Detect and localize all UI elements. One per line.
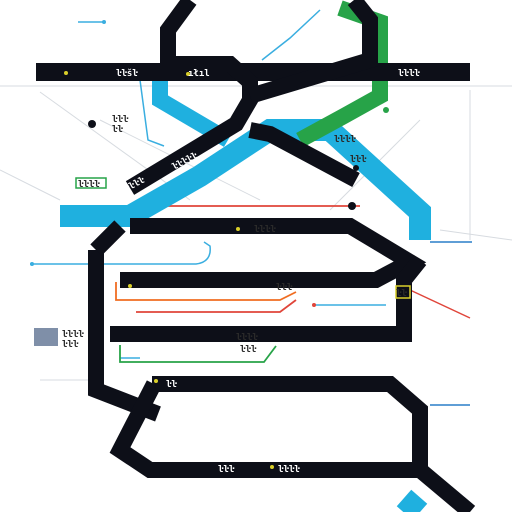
red-line xyxy=(136,299,297,313)
black-line-diag xyxy=(248,122,360,188)
orange-line xyxy=(115,282,297,301)
label-bottom-1: ŀŀŀ xyxy=(218,465,235,475)
stations xyxy=(30,20,389,469)
label-row-orange: ŀŀŀ xyxy=(276,283,293,293)
station-dot xyxy=(88,120,96,128)
label-lower-left: ŀŀ xyxy=(166,380,177,390)
thin-line-branch xyxy=(139,79,165,147)
map-labels: ŀŀšŀ ıłıl ŀŀŀŀ ŀŀŀŀŀ ŀŀŀŀ ŀŀŀ ŀŀ ŀŀŀŀ ŀŀ… xyxy=(62,68,420,475)
black-line-right-loop xyxy=(247,0,378,104)
grid-line xyxy=(0,169,61,201)
thin-line-diag-right xyxy=(409,289,471,319)
label-side-small-1: ŀŀŀ xyxy=(112,115,129,125)
label-row-red: ŀŀŀŀ xyxy=(236,333,258,343)
station-dot xyxy=(102,20,106,24)
label-mid-right-2: ŀŀŀ xyxy=(350,155,367,165)
thin-lines xyxy=(30,9,472,406)
black-line-lower-loop xyxy=(110,255,427,342)
label-legend-2: ŀŀŀ xyxy=(62,340,79,350)
station-dot xyxy=(270,465,274,469)
green-label-box xyxy=(75,177,107,189)
label-top-bar-right: ŀŀŀŀ xyxy=(398,69,420,79)
label-bottom-2: ŀŀŀŀ xyxy=(278,465,300,475)
station-dot xyxy=(186,72,190,76)
label-top-bar-left: ŀŀšŀ xyxy=(116,68,138,79)
station-dot xyxy=(64,71,68,75)
legend-swatch xyxy=(34,328,58,346)
station-dot xyxy=(353,165,359,171)
station-dot xyxy=(30,262,34,266)
station-dot xyxy=(312,303,316,307)
thin-line-left-loop xyxy=(30,241,211,265)
grid-line xyxy=(439,229,512,241)
black-line-bottom-loop xyxy=(109,376,428,478)
station-dot xyxy=(128,284,132,288)
black-line-mid-right xyxy=(90,220,126,256)
label-green-box: ŀŀŀŀ xyxy=(78,180,100,190)
label-side-small-2: ŀŀ xyxy=(112,125,123,135)
black-line-upper-loop xyxy=(125,0,258,195)
black-line-bottom-tail xyxy=(414,463,476,516)
label-row-green: ŀŀŀ xyxy=(240,345,257,355)
label-top-bar-mid: ıłıl xyxy=(188,69,210,79)
black-route xyxy=(36,0,476,516)
station-dot xyxy=(383,107,389,113)
label-loop-right: ŀŀ xyxy=(396,289,407,299)
station-dot xyxy=(154,379,158,383)
station-dot xyxy=(236,227,240,231)
label-row-upper: ŀŀŀŀ xyxy=(254,225,276,235)
label-mid-right-1: ŀŀŀŀ xyxy=(334,135,356,145)
cyan-line-tail xyxy=(396,489,428,516)
green-line xyxy=(119,345,277,363)
label-legend-1: ŀŀŀŀ xyxy=(62,330,84,340)
right-label-box xyxy=(395,285,411,299)
grid-line xyxy=(39,91,191,201)
station-dot xyxy=(348,202,356,210)
thin-line-top-right xyxy=(261,9,321,61)
